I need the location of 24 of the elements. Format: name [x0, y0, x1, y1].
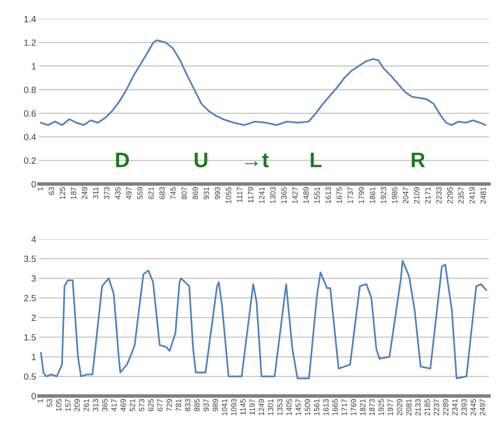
annotation: D: [116, 152, 129, 168]
y-tick-label: 2.5: [24, 294, 36, 302]
y-tick-label: 0.6: [24, 110, 36, 117]
annotation: L: [310, 152, 322, 168]
y-tick-label: 1: [32, 63, 36, 70]
y-tick-label: 3: [32, 275, 36, 282]
y-tick-label: 0.8: [24, 86, 36, 94]
y-tick-label: 1.5: [24, 334, 36, 341]
y-tick-label: 1.2: [24, 39, 36, 46]
y-tick-label: 0: [32, 392, 36, 400]
line-series: [40, 39, 486, 126]
y-tick-label: 0.5: [24, 373, 36, 380]
y-tick-label: 3.5: [24, 256, 36, 262]
y-tick-label: 4: [31, 236, 36, 242]
annotation: R: [412, 152, 425, 168]
annotation: →t: [245, 154, 269, 168]
annotation: U: [194, 152, 208, 168]
y-tick-label: 0: [32, 181, 36, 188]
y-tick-label: 0.2: [24, 157, 36, 164]
y-tick-label: 1.4: [24, 16, 36, 22]
y-tick-label: 1: [32, 354, 36, 360]
line-series: [40, 260, 487, 380]
y-tick-label: 2: [32, 314, 36, 321]
y-tick-label: 0.4: [24, 134, 36, 140]
